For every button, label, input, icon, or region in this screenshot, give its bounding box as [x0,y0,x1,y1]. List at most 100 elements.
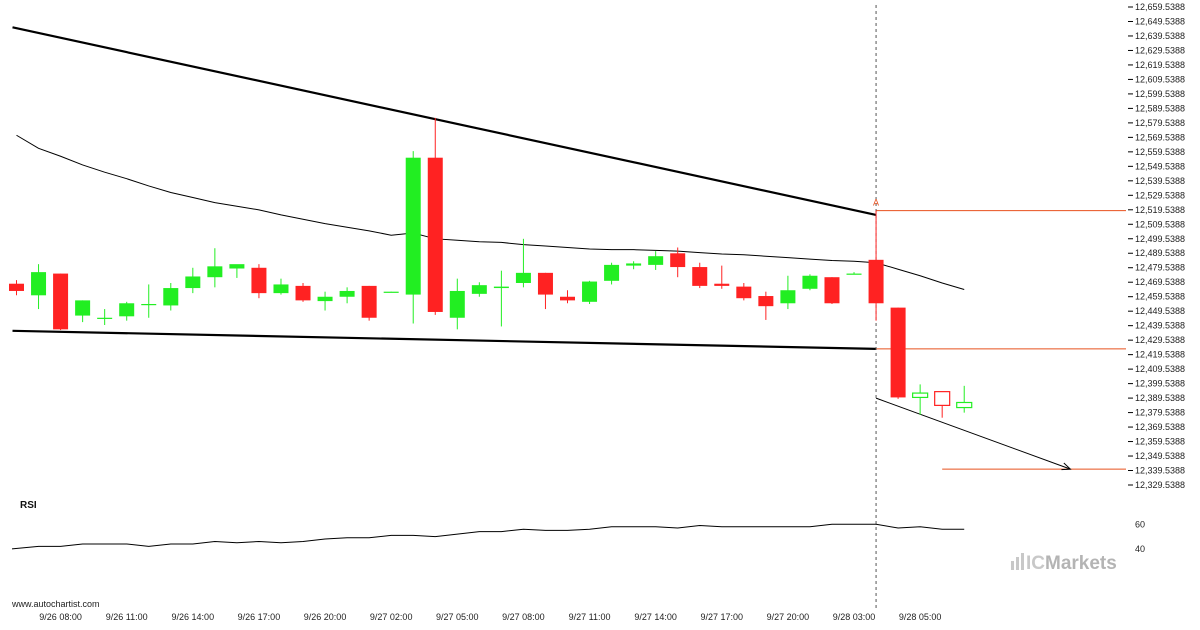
candle-up [956,401,973,409]
candle-down [295,285,311,301]
candle-down [560,296,575,301]
trend-lines-layer: A [12,5,1126,610]
candle-up [626,263,642,266]
candle-down [714,283,730,286]
y-tick-label: 12,549.5388 [1135,161,1185,171]
candle-up [207,266,223,278]
svg-text:ICMarkets: ICMarkets [1026,553,1117,574]
candle-up [185,276,201,289]
candle-up [515,272,531,283]
candle-down [692,267,708,286]
y-tick-label: 12,599.5388 [1135,89,1185,99]
candles-layer [9,117,973,418]
x-tick-label: 9/27 02:00 [370,612,413,622]
y-tick-label: 12,349.5388 [1135,451,1185,461]
candle-up [317,296,333,302]
brand-ic: IC [1026,553,1045,574]
candle-down [53,273,69,330]
candle-up [846,273,862,275]
candle-up [802,275,818,289]
x-tick-label: 9/26 14:00 [172,612,215,622]
y-tick-label: 12,559.5388 [1135,147,1185,157]
y-tick-label: 12,659.5388 [1135,2,1185,12]
y-tick-label: 12,609.5388 [1135,74,1185,84]
x-tick-label: 9/28 05:00 [899,612,942,622]
candle-up [119,303,135,317]
y-tick-label: 12,339.5388 [1135,466,1185,476]
x-tick-label: 9/26 08:00 [39,612,82,622]
y-tick-label: 12,329.5388 [1135,480,1185,490]
rsi-tick-label: 60 [1135,519,1145,529]
y-axis: 12,659.5388 12,649.5388 12,639.5388 12,629.… [1128,2,1185,490]
brand-markets: Markets [1045,553,1117,574]
resistance-line [12,26,877,216]
x-tick-label: 9/26 17:00 [238,612,281,622]
y-tick-label: 12,369.5388 [1135,422,1185,432]
candle-up [229,264,245,269]
projection-line [875,397,1071,470]
candle-up [97,317,113,319]
y-tick-label: 12,429.5388 [1135,335,1185,345]
candle-up [582,281,598,302]
brand-logo: ICMarkets [1011,553,1117,574]
candle-up [449,290,465,318]
candle-up [383,291,399,293]
y-tick-label: 12,629.5388 [1135,45,1185,55]
candle-down [537,272,553,295]
rsi-line [11,523,965,550]
x-tick-label: 9/26 20:00 [304,612,347,622]
moving-average-layer [16,134,965,290]
x-tick-label: 9/26 11:00 [106,612,148,622]
y-tick-label: 12,419.5388 [1135,350,1185,360]
rsi-tick-label: 40 [1135,544,1145,554]
candle-down [9,283,24,291]
candle-up [493,286,509,289]
y-tick-label: 12,489.5388 [1135,248,1185,258]
candle-down [824,277,840,304]
support-line [12,329,877,350]
y-tick-label: 12,389.5388 [1135,393,1185,403]
rsi-label: RSI [20,500,37,511]
y-tick-label: 12,639.5388 [1135,31,1185,41]
y-tick-label: 12,529.5388 [1135,190,1185,200]
y-tick-label: 12,409.5388 [1135,364,1185,374]
candle-up [405,157,421,295]
y-tick-label: 12,579.5388 [1135,118,1185,128]
candle-up [912,392,929,399]
y-tick-label: 12,509.5388 [1135,219,1185,229]
moving-average-line [16,134,965,290]
candle-up [780,290,796,304]
source-text: www.autochartist.com [11,599,100,609]
y-tick-label: 12,449.5388 [1135,306,1185,316]
candle-down [868,259,884,304]
candle-down [758,296,774,307]
projection-arrowhead [1061,462,1072,471]
y-tick-label: 12,569.5388 [1135,132,1185,142]
y-tick-label: 12,519.5388 [1135,205,1185,215]
candle-down [934,391,951,406]
y-tick-label: 12,539.5388 [1135,176,1185,186]
candle-up [604,264,620,281]
y-tick-label: 12,439.5388 [1135,321,1185,331]
candle-up [339,290,355,297]
y-tick-label: 12,469.5388 [1135,277,1185,287]
candle-down [361,285,377,318]
y-tick-label: 12,619.5388 [1135,60,1185,70]
x-tick-label: 9/28 03:00 [833,612,876,622]
candle-down [427,157,443,312]
candle-down [251,267,267,294]
candle-up [648,256,664,265]
x-tick-label: 9/27 11:00 [569,612,611,622]
rsi-panel: RSI 40 60 [11,500,1145,554]
candle-down [736,286,752,299]
x-tick-label: 9/27 05:00 [436,612,479,622]
y-tick-label: 12,499.5388 [1135,234,1185,244]
y-tick-label: 12,479.5388 [1135,263,1185,273]
candle-down [890,307,906,398]
y-tick-label: 12,399.5388 [1135,379,1185,389]
x-tick-label: 9/27 17:00 [701,612,744,622]
candle-down [670,253,686,268]
y-tick-label: 12,459.5388 [1135,292,1185,302]
y-tick-label: 12,359.5388 [1135,437,1185,447]
